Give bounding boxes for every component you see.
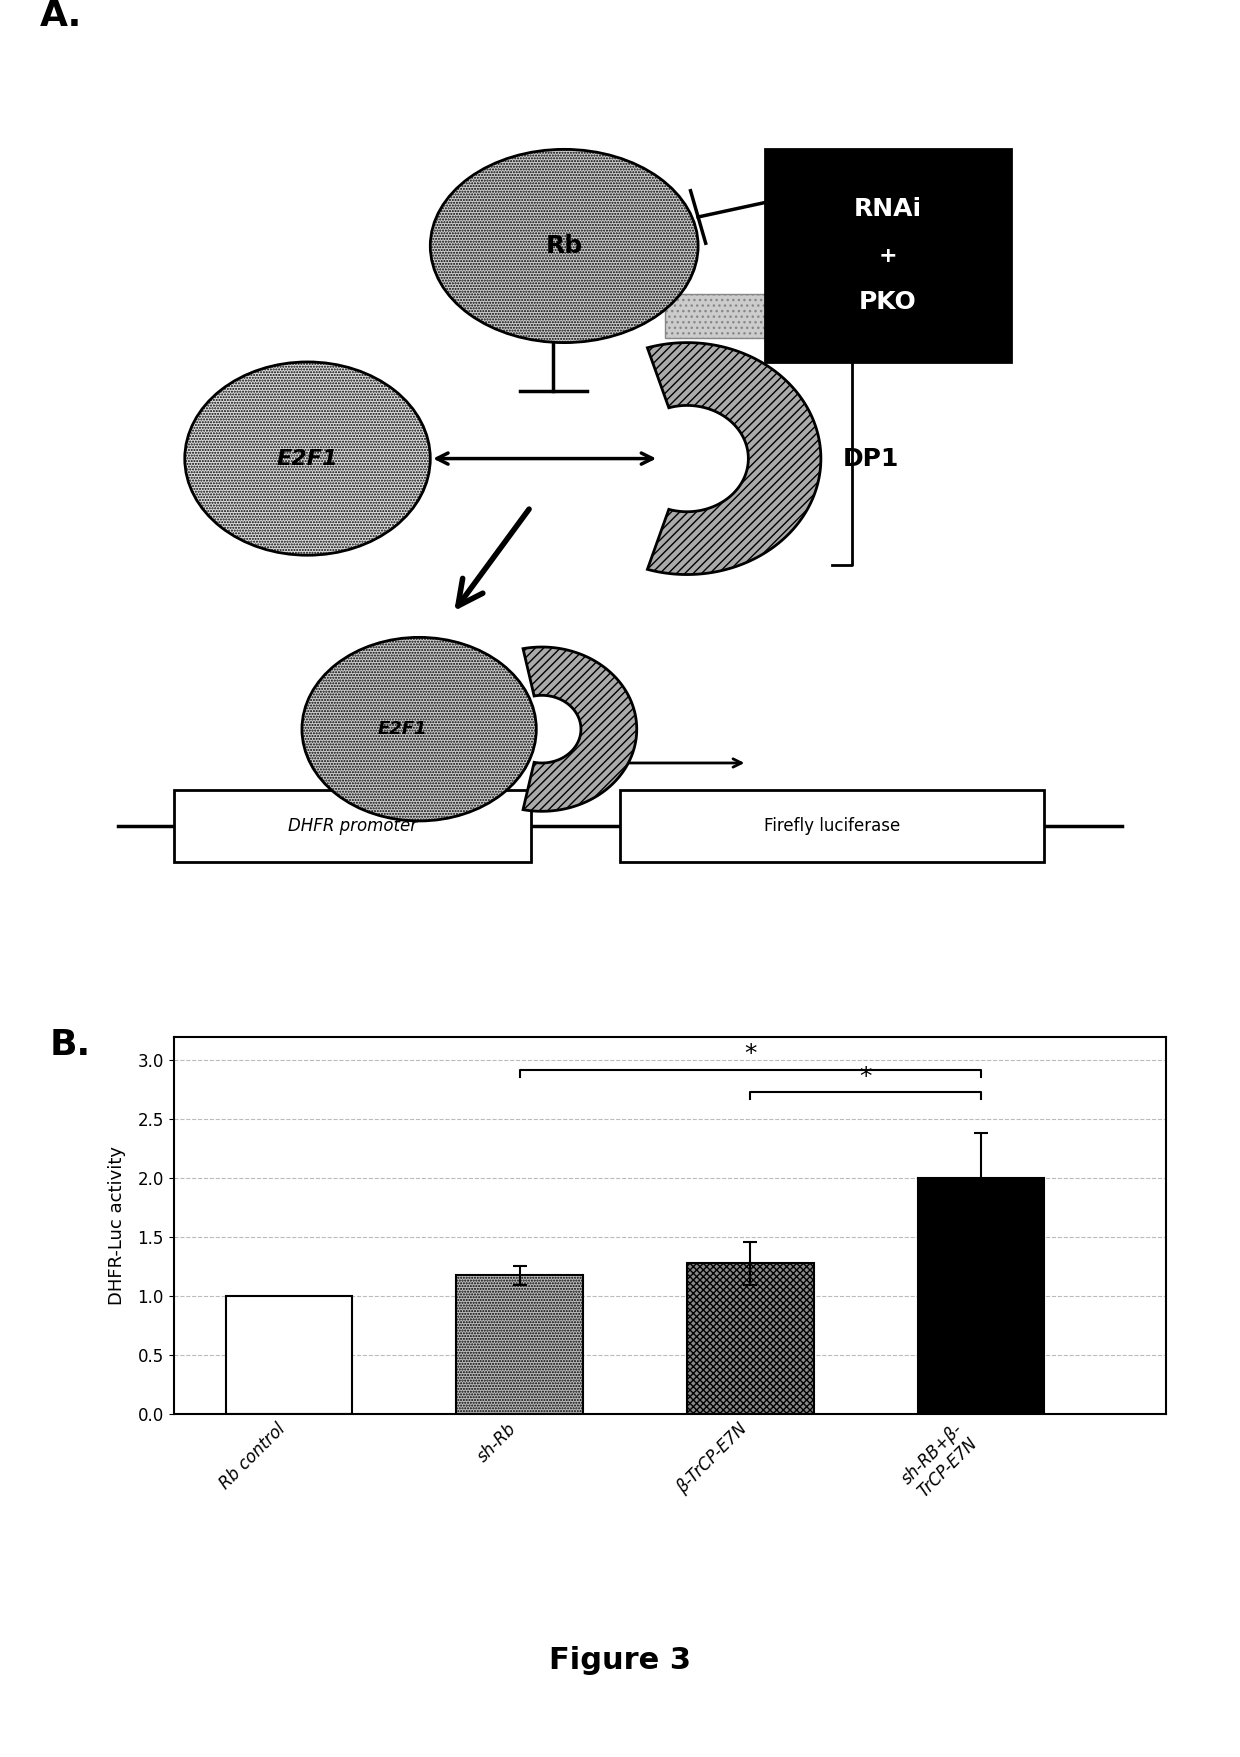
Bar	[620, 789, 1044, 863]
Bar	[456, 1276, 583, 1414]
Text: Rb: Rb	[546, 234, 583, 258]
Text: B.: B.	[50, 1028, 91, 1061]
Text: *: *	[744, 1042, 756, 1066]
Bar	[174, 789, 531, 863]
Ellipse shape	[430, 149, 698, 343]
Bar	[665, 293, 944, 337]
Text: RNAi: RNAi	[854, 197, 921, 221]
Text: Figure 3: Figure 3	[549, 1646, 691, 1674]
Text: E2F1: E2F1	[277, 448, 339, 469]
Polygon shape	[647, 343, 821, 575]
Polygon shape	[523, 647, 636, 812]
Bar	[226, 1297, 352, 1414]
Ellipse shape	[303, 638, 537, 821]
Bar	[765, 149, 1011, 362]
Text: Firefly luciferase: Firefly luciferase	[764, 817, 900, 835]
Text: DHFR promoter: DHFR promoter	[288, 817, 417, 835]
Text: PKO: PKO	[859, 290, 916, 315]
Text: *: *	[859, 1065, 872, 1089]
Text: DP1: DP1	[843, 446, 899, 471]
Bar	[687, 1263, 813, 1414]
Y-axis label: DHFR-Luc activity: DHFR-Luc activity	[108, 1146, 126, 1305]
Text: +: +	[878, 246, 898, 265]
Ellipse shape	[185, 362, 430, 555]
Bar	[918, 1179, 1044, 1414]
Text: E2F1: E2F1	[378, 720, 427, 738]
Text: A.: A.	[40, 0, 82, 33]
